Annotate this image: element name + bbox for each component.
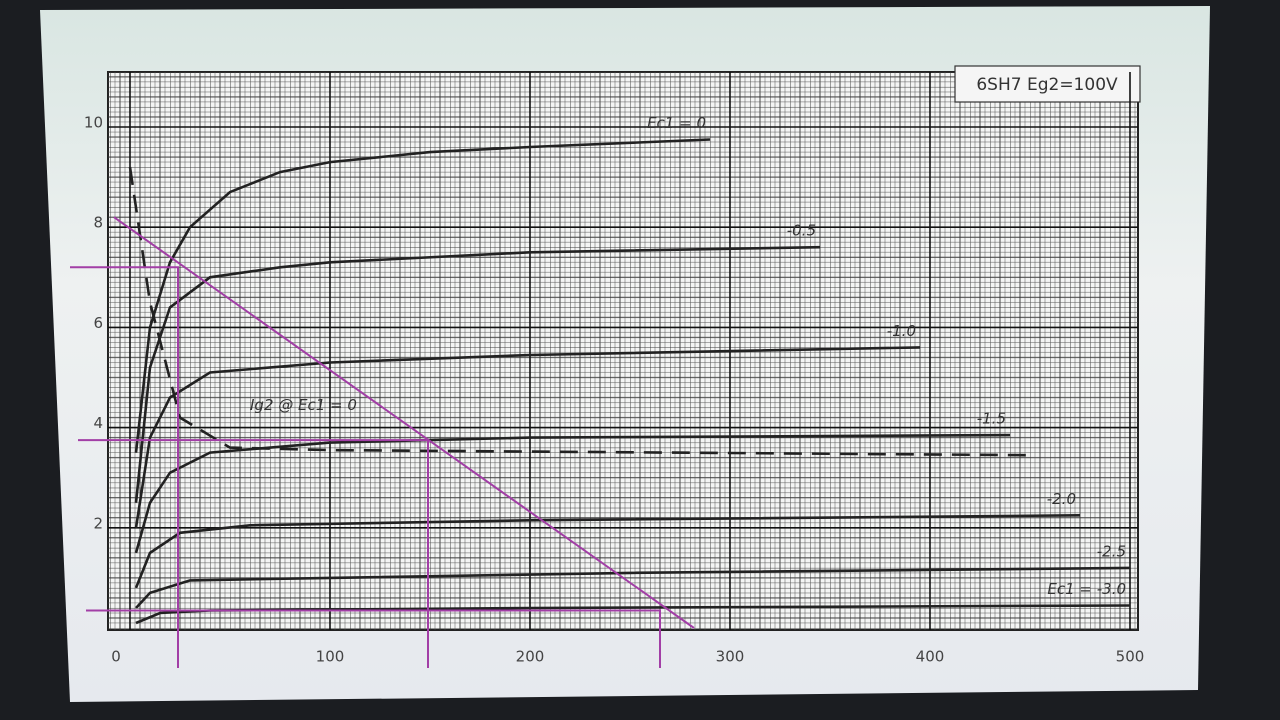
projection-line [70, 266, 179, 668]
x-tick-label: 100 [316, 648, 345, 666]
x-tick-label: 200 [516, 648, 545, 666]
curve [134, 433, 1011, 554]
projection-line [78, 439, 429, 668]
curve-label: -1.5 [977, 410, 1006, 428]
projection-line [86, 609, 661, 668]
y-tick-label: 6 [93, 314, 103, 332]
curve [135, 566, 1131, 609]
x-tick-label: 500 [1116, 648, 1145, 666]
y-tick-label: 10 [84, 114, 103, 132]
fine-grid [108, 72, 1138, 630]
x-tick-label: 0 [111, 648, 121, 666]
dashed-curve [128, 166, 1031, 457]
curve-label: -0.5 [787, 222, 816, 240]
curve-label: Ec1 = -3.0 [1047, 580, 1126, 598]
load-line [113, 216, 695, 629]
curve [134, 514, 1081, 589]
curve-label: -2.0 [1047, 490, 1076, 508]
curve [134, 138, 711, 453]
y-tick-label: 2 [93, 514, 103, 532]
curve-label: -2.5 [1097, 542, 1126, 560]
curve-label: Ig2 @ Ec1 = 0 [250, 396, 357, 414]
curve-label: Ec1 = 0 [647, 114, 706, 132]
y-tick-label: 8 [93, 214, 103, 232]
y-tick-label: 4 [93, 414, 103, 432]
chart-title: 6SH7 Eg2=100V [976, 75, 1118, 95]
curve [134, 346, 921, 528]
curve-label: -1.0 [887, 322, 916, 340]
x-tick-label: 400 [916, 648, 945, 666]
curve [134, 245, 821, 503]
title-box [954, 65, 1141, 103]
x-tick-label: 300 [716, 648, 745, 666]
